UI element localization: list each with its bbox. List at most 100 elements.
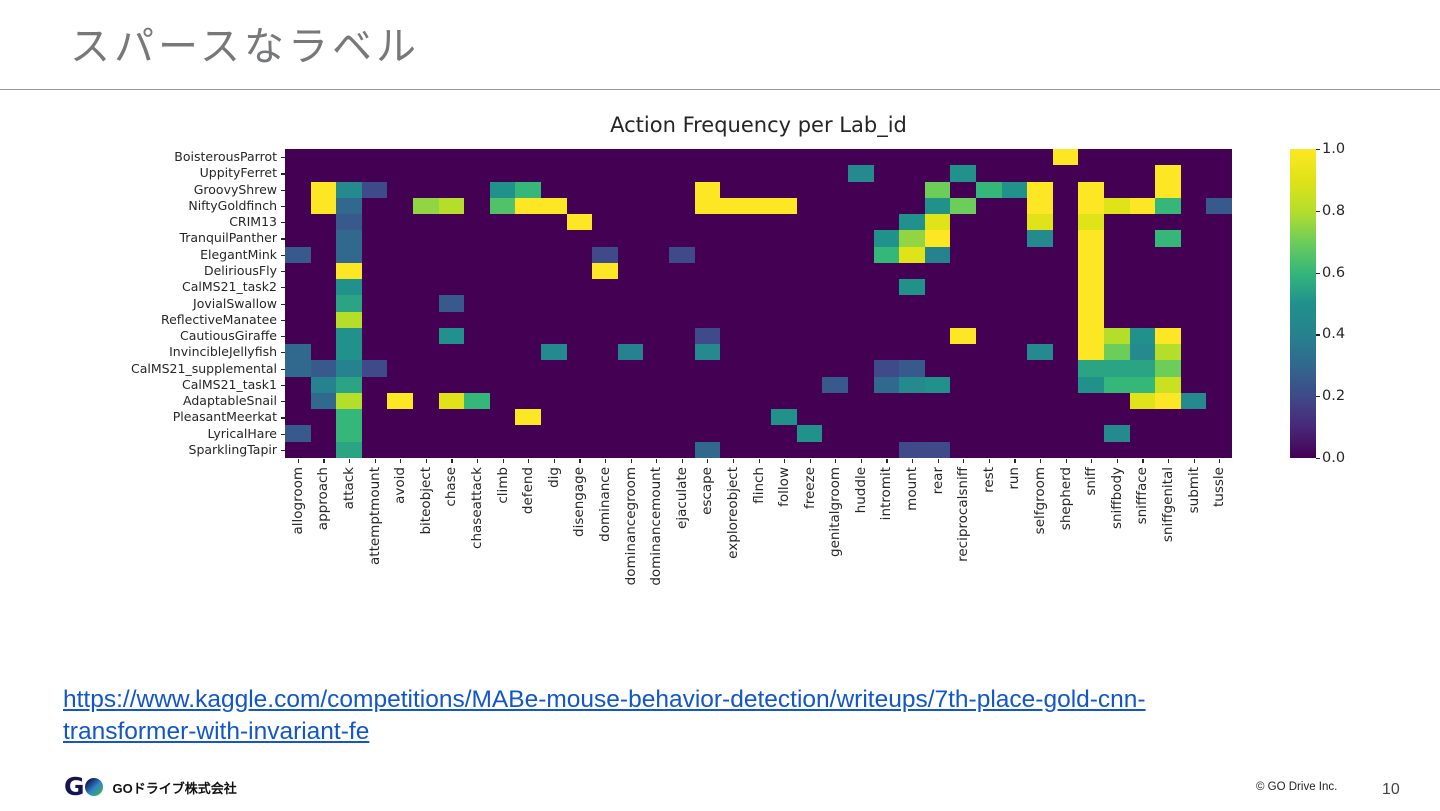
heatmap-cell — [285, 165, 311, 182]
heatmap-cell — [515, 246, 541, 263]
heatmap-cell — [285, 279, 311, 296]
heatmap-cell — [668, 311, 695, 328]
x-tick-label: shepherd — [1057, 467, 1074, 531]
heatmap-cell — [1027, 149, 1053, 166]
heatmap-cell — [796, 360, 823, 377]
x-tick-mark — [912, 459, 914, 463]
heatmap-cell — [387, 230, 413, 247]
heatmap-cell — [1129, 311, 1156, 328]
heatmap-cell — [387, 344, 413, 361]
heatmap-cell — [643, 262, 669, 280]
heatmap-cell — [899, 360, 925, 377]
heatmap-cell — [1078, 262, 1105, 280]
heatmap-cell — [515, 262, 541, 280]
heatmap-cell — [924, 344, 951, 361]
heatmap-cell — [617, 425, 644, 442]
heatmap-cell — [822, 409, 849, 426]
heatmap-cell — [1129, 262, 1156, 280]
kaggle-link[interactable]: https://www.kaggle.com/competitions/MABe… — [63, 684, 1333, 747]
heatmap-cell — [1027, 376, 1053, 393]
kaggle-link-line-2[interactable]: transformer-with-invariant-fe — [63, 717, 370, 745]
heatmap-cell — [387, 425, 413, 442]
heatmap-cell — [668, 360, 695, 377]
heatmap-cell — [924, 311, 951, 328]
heatmap-cell — [899, 441, 925, 458]
heatmap-cell — [771, 246, 797, 263]
heatmap-cell — [1206, 214, 1232, 231]
heatmap-cell — [720, 279, 746, 296]
y-tick-label: InvincibleJellyfish — [169, 344, 277, 360]
heatmap-cell — [796, 181, 823, 198]
y-tick-mark — [281, 368, 285, 370]
heatmap-cell — [873, 311, 900, 328]
x-tick-mark — [374, 459, 376, 463]
heatmap-cell — [668, 149, 695, 166]
heatmap-cell — [924, 149, 951, 166]
heatmap-cell — [489, 392, 516, 410]
heatmap-cell — [515, 311, 541, 328]
heatmap-cell — [1078, 165, 1105, 182]
y-tick-mark — [281, 157, 285, 159]
heatmap-cell — [1180, 246, 1207, 263]
heatmap-cell — [592, 165, 618, 182]
y-tick-label: PleasantMeerkat — [172, 409, 277, 425]
heatmap-cell — [694, 295, 721, 312]
heatmap-cell — [694, 214, 721, 231]
heatmap-cell — [1027, 295, 1053, 312]
heatmap-cell — [617, 181, 644, 198]
heatmap-cell — [1001, 165, 1028, 182]
heatmap-cell — [438, 360, 465, 377]
heatmap-cell — [566, 230, 593, 247]
heatmap-cell — [924, 279, 951, 296]
kaggle-link-line-1[interactable]: https://www.kaggle.com/competitions/MABe… — [63, 686, 1146, 713]
x-tick-label: allogroom — [289, 467, 306, 535]
heatmap-cell — [489, 311, 516, 328]
heatmap-cell — [1206, 197, 1232, 215]
heatmap-cell — [361, 246, 388, 263]
heatmap-cell — [899, 344, 925, 361]
heatmap-cell — [899, 230, 925, 247]
heatmap-cell — [617, 279, 644, 296]
heatmap-cell — [976, 409, 1002, 426]
heatmap-cell — [643, 392, 669, 410]
heatmap-cell — [1206, 295, 1232, 312]
heatmap-cell — [1155, 149, 1181, 166]
heatmap-cell — [1129, 214, 1156, 231]
colorbar-tick-label: 0.2 — [1322, 388, 1346, 405]
heatmap-cell — [668, 214, 695, 231]
y-tick-label: UppityFerret — [199, 165, 277, 181]
heatmap-cell — [976, 311, 1002, 328]
x-tick-label: sniffface — [1134, 467, 1151, 525]
heatmap-cell — [745, 214, 772, 231]
heatmap-cell — [540, 327, 567, 345]
heatmap-cell — [745, 344, 772, 361]
heatmap-cell — [1027, 165, 1053, 182]
heatmap-cell — [336, 197, 362, 215]
heatmap-cell — [848, 425, 874, 442]
y-tick-mark — [281, 205, 285, 208]
heatmap-cell — [976, 392, 1002, 410]
heatmap-cell — [285, 246, 311, 263]
heatmap-cell — [1027, 279, 1053, 296]
x-tick-label: huddle — [852, 467, 869, 514]
heatmap-cell — [1052, 197, 1079, 215]
heatmap-cell — [1129, 181, 1156, 198]
heatmap-cell — [310, 425, 337, 442]
heatmap-cell — [771, 392, 797, 410]
x-tick-mark — [809, 459, 811, 463]
y-tick-mark — [281, 449, 285, 452]
x-tick-mark — [835, 459, 837, 463]
heatmap-cell — [822, 441, 849, 458]
heatmap-cell — [899, 376, 925, 393]
heatmap-cell — [387, 360, 413, 377]
heatmap-cell — [285, 149, 311, 166]
heatmap-cell — [1180, 181, 1207, 198]
heatmap-cell — [438, 344, 465, 361]
heatmap-cell — [489, 425, 516, 442]
heatmap-cell — [310, 409, 337, 426]
x-tick-label: reciprocalsniff — [955, 467, 972, 562]
heatmap-cell — [361, 181, 388, 198]
heatmap-cell — [745, 311, 772, 328]
heatmap-cell — [515, 279, 541, 296]
